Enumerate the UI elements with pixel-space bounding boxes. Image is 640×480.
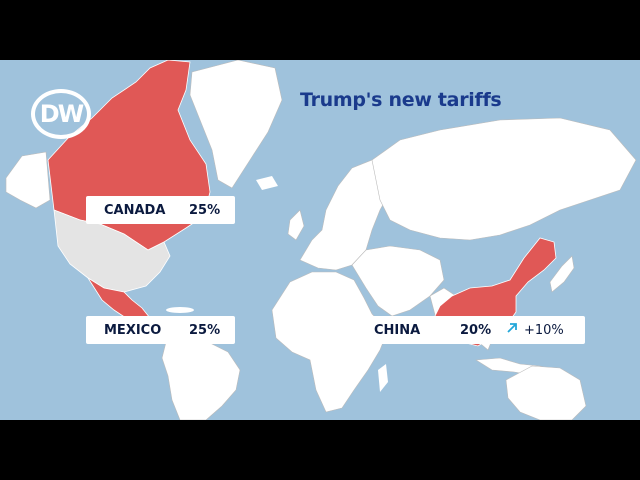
alaska	[5, 151, 51, 209]
mexico-tariff-label: MEXICO 25%	[86, 316, 235, 344]
world-map	[0, 60, 640, 420]
mexico-country-name: MEXICO	[104, 322, 162, 338]
greenland	[189, 60, 283, 189]
middle-east	[351, 245, 445, 317]
russia	[371, 117, 637, 241]
arrow-up-right-icon	[506, 322, 518, 338]
madagascar	[378, 364, 388, 392]
china-country-name: CHINA	[374, 322, 421, 338]
iceland	[256, 176, 278, 190]
uk	[287, 209, 305, 241]
map-frame	[0, 60, 640, 420]
south-america	[161, 337, 241, 420]
africa	[271, 271, 389, 413]
usa-region	[53, 209, 171, 293]
cuba	[166, 307, 194, 313]
china-tariff-label: CHINA 20% +10%	[356, 316, 585, 344]
canada-tariff-label: CANADA 25%	[86, 196, 235, 224]
china-tariff-rate: 20%	[460, 322, 492, 338]
dw-logo: DW	[31, 89, 91, 139]
mexico-tariff-rate: 25%	[189, 322, 221, 338]
japan	[549, 255, 575, 293]
headline-title: Trump's new tariffs	[300, 89, 502, 111]
dw-logo-text: DW	[39, 100, 84, 128]
australia	[505, 365, 587, 420]
canada-country-name: CANADA	[104, 202, 166, 218]
china-tariff-change: +10%	[524, 322, 564, 338]
canada-tariff-rate: 25%	[189, 202, 221, 218]
